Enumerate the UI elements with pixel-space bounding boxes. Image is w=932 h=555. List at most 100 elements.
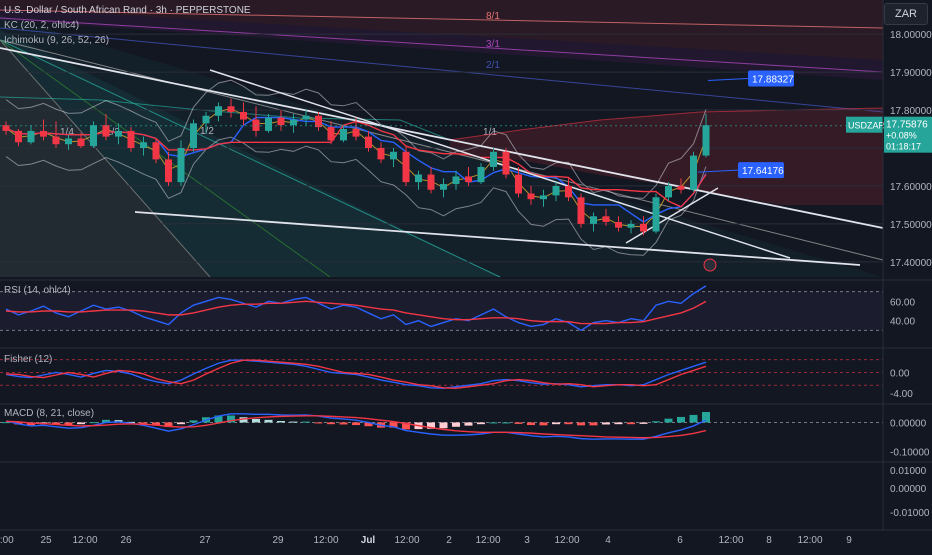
candle-body — [677, 185, 685, 190]
candle-body — [665, 185, 672, 198]
macd-histogram-bar — [402, 422, 410, 430]
macd-histogram-bar — [164, 422, 173, 428]
macd-histogram-bar — [214, 415, 223, 423]
candle-body — [515, 174, 522, 194]
candle-body — [640, 223, 647, 232]
macd-histogram-bar — [639, 422, 648, 424]
macd-histogram-bar — [502, 422, 510, 424]
time-axis-label: 2:00 — [0, 535, 14, 546]
macd-histogram-bar — [552, 422, 560, 425]
candle-body — [140, 142, 147, 148]
currency-button[interactable]: ZAR — [884, 3, 928, 25]
candle-body — [302, 115, 310, 120]
fib-label: 1/4 — [60, 127, 74, 138]
price-tick-label: 17.80000 — [890, 106, 932, 117]
fib-label: 1/1 — [483, 127, 497, 138]
extra-tick-label: -0.01000 — [890, 508, 930, 519]
last-price-box — [884, 116, 932, 153]
macd-histogram-bar — [452, 422, 460, 427]
time-axis-label: 12:00 — [554, 535, 579, 546]
macd-histogram-bar — [64, 422, 73, 426]
candle-body — [277, 117, 285, 126]
time-axis-label: 4 — [605, 535, 611, 546]
ichimoku-cloud — [450, 108, 883, 205]
rsi-line — [5, 285, 707, 332]
fan-line-1-1 — [0, 39, 884, 261]
trendline-mid — [209, 69, 791, 259]
fisher-label: Fisher (12) — [4, 354, 52, 365]
candle-body — [540, 195, 547, 200]
macd-histogram-bar — [627, 422, 635, 425]
price-tick-label: 17.40000 — [890, 258, 932, 269]
macd-histogram-bar — [664, 418, 673, 423]
rsi-label: RSI (14, ohlc4) — [4, 285, 71, 296]
candle-body — [365, 136, 372, 148]
candle-body — [40, 130, 47, 137]
price-tick-label: 17.60000 — [890, 182, 932, 193]
candle-body — [415, 174, 422, 183]
price-marker-box — [748, 70, 794, 87]
candle-body — [290, 119, 297, 126]
price-tick-label: 17.90000 — [890, 68, 932, 79]
extra-tick-label: 0.01000 — [890, 466, 927, 477]
fisher-tick-label: -4.00 — [890, 389, 913, 400]
macd-label: MACD (8, 21, close) — [4, 408, 94, 419]
time-axis-label: 3 — [524, 535, 530, 546]
macd-histogram-bar — [89, 422, 98, 424]
macd-histogram-bar — [589, 422, 598, 426]
candle-body — [265, 117, 272, 131]
candle-body — [202, 115, 210, 124]
time-axis-label: 25 — [40, 535, 52, 546]
marker-leader — [697, 169, 739, 173]
macd-histogram-bar — [527, 422, 535, 426]
candle-body — [652, 197, 660, 232]
fisher-line — [5, 359, 707, 389]
macd-histogram-bar — [127, 421, 135, 423]
fib-label: 1/2 — [200, 126, 214, 137]
macd-histogram-bar — [252, 418, 260, 423]
time-axis-label: Jul — [361, 535, 376, 546]
candle-body — [165, 159, 172, 183]
macd-histogram-bar — [539, 422, 548, 426]
candle-body — [90, 125, 97, 147]
macd-histogram-bar — [339, 422, 348, 425]
macd-histogram-bar — [77, 422, 85, 425]
chart-title: U.S. Dollar / South African Rand · 3h · … — [4, 5, 251, 16]
candle-body — [702, 125, 710, 156]
candle-body — [502, 151, 510, 175]
price-tick-label: 18.00000 — [890, 30, 932, 41]
candle-body — [390, 151, 397, 160]
macd-histogram-bar — [264, 419, 273, 423]
fan-line-3-1 — [0, 17, 884, 73]
macd-histogram-bar — [439, 422, 448, 429]
candle-body — [15, 130, 22, 143]
macd-histogram-bar — [27, 422, 35, 426]
fan-line-8-1 — [0, 9, 884, 29]
fan-line-1-2 — [0, 39, 501, 278]
macd-histogram-bar — [389, 422, 398, 428]
candle-body — [65, 138, 72, 145]
candle-body — [477, 166, 485, 183]
candle-body — [2, 125, 10, 131]
trendline-short — [625, 187, 719, 244]
fisher-tick-label: 0.00 — [890, 368, 910, 379]
time-axis-label: 12:00 — [394, 535, 419, 546]
time-axis-label: 9 — [846, 535, 852, 546]
fan-fill-b — [0, 30, 500, 277]
candle-body — [402, 151, 410, 183]
candle-body — [565, 185, 572, 198]
macd-histogram-bar — [602, 422, 610, 425]
macd-histogram-bar — [652, 421, 660, 423]
candle-body — [127, 130, 135, 148]
time-axis-label: 26 — [120, 535, 132, 546]
macd-histogram-bar — [177, 422, 185, 425]
candle-body — [590, 216, 597, 224]
candle-body — [327, 127, 335, 141]
last-price: 17.75876 — [886, 120, 928, 131]
macd-histogram-bar — [2, 422, 10, 424]
macd-histogram-bar — [152, 422, 160, 426]
macd-histogram-bar — [427, 422, 435, 429]
candle-body — [427, 174, 435, 190]
